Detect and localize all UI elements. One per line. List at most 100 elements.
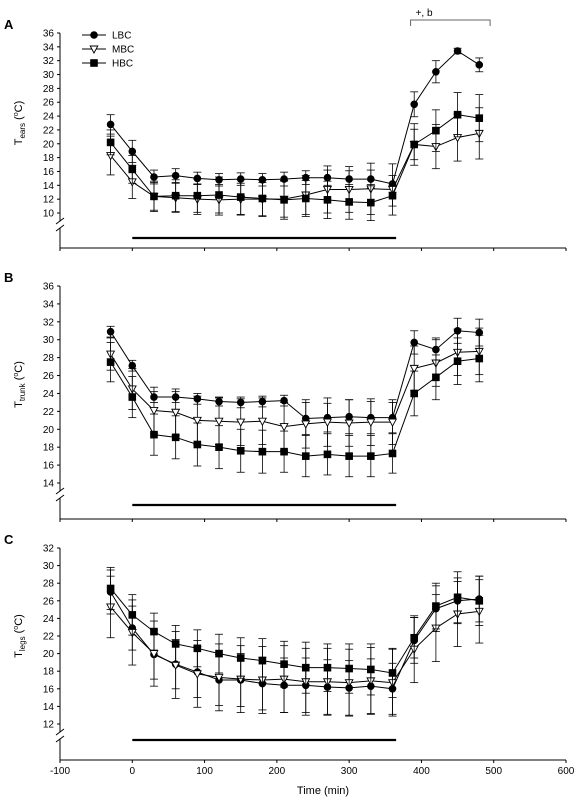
axis-break-mark	[55, 735, 65, 743]
y-tick-label: 14	[43, 479, 55, 490]
data-point	[432, 126, 440, 135]
data-point	[323, 196, 332, 204]
y-tick-label: 14	[43, 702, 55, 713]
data-point	[236, 418, 246, 428]
data-point	[258, 656, 267, 665]
data-point	[432, 373, 440, 382]
y-tick-label: 32	[43, 544, 55, 555]
data-point	[323, 450, 332, 459]
data-point	[301, 663, 310, 672]
data-point	[150, 430, 158, 439]
data-point	[106, 584, 115, 593]
data-point	[475, 61, 484, 69]
y-tick-label: 28	[43, 579, 55, 590]
data-point	[301, 194, 310, 203]
y-tick-label: 30	[43, 70, 55, 81]
data-point	[410, 633, 418, 642]
data-point	[128, 393, 137, 401]
data-point	[215, 191, 223, 199]
data-point	[387, 418, 398, 428]
x-tick-label: 400	[413, 766, 430, 777]
y-tick-label: 26	[43, 371, 55, 382]
y-tick-label: 20	[43, 139, 55, 150]
y-tick-label: 28	[43, 84, 55, 95]
series-line	[110, 358, 480, 457]
legend-label: LBC	[112, 31, 131, 42]
data-point	[171, 640, 180, 648]
data-point	[171, 433, 180, 442]
data-point	[388, 191, 397, 200]
y-tick-label: 18	[43, 443, 55, 454]
data-point	[475, 114, 484, 122]
axis-break-mark	[55, 494, 65, 502]
data-point	[475, 597, 484, 605]
x-axis-label: Time (min)	[297, 785, 349, 797]
axis-break-mark	[55, 224, 65, 232]
y-tick-label: 12	[43, 195, 55, 206]
y-tick-label: 16	[43, 167, 55, 178]
data-point	[257, 417, 267, 427]
series-mbc	[106, 575, 484, 717]
panel-c: C 12 14 16 18 20 22 24 26 28 30 32 Tlegs (oC) -100 0 10…	[4, 532, 575, 797]
data-point	[280, 660, 288, 668]
series-line	[110, 50, 480, 185]
data-point	[128, 165, 137, 174]
data-point	[453, 110, 462, 119]
y-tick-label: 24	[43, 614, 55, 625]
data-point	[171, 171, 180, 180]
data-point	[171, 408, 181, 418]
y-tick-label: 10	[43, 209, 55, 220]
series-line	[110, 591, 480, 690]
data-point	[171, 191, 180, 200]
panel-label: A	[4, 17, 14, 32]
data-point	[258, 194, 267, 203]
y-tick-label: 26	[43, 596, 55, 607]
significance-annotation: +, b	[416, 8, 433, 19]
series-line	[110, 330, 480, 420]
y-tick-label: 14	[43, 181, 55, 192]
series-hbc	[106, 334, 484, 478]
data-point	[214, 417, 224, 427]
y-tick-label: 28	[43, 353, 55, 364]
x-tick-label: 600	[558, 766, 575, 777]
series-hbc	[106, 566, 484, 698]
data-point	[280, 447, 288, 456]
series-lbc	[106, 47, 484, 193]
data-point	[258, 447, 267, 456]
axis-break-mark	[55, 728, 65, 736]
series-lbc	[106, 317, 484, 436]
data-point	[149, 407, 159, 416]
legend: LBC MBC HBC	[82, 31, 134, 70]
panel-b: B 14 16 18 20 22 24 26 28 30 32 34 36 Ttrunk (oC)	[4, 270, 567, 522]
data-point	[301, 420, 311, 429]
panel-label: C	[4, 532, 14, 547]
y-tick-label: 16	[43, 461, 55, 472]
y-axis-label: Tears (oC)	[13, 101, 27, 146]
y-tick-label: 30	[43, 561, 55, 572]
data-point	[367, 665, 375, 674]
data-point	[280, 196, 288, 204]
data-point	[323, 663, 332, 672]
legend-label: MBC	[112, 45, 134, 56]
data-point	[193, 440, 202, 449]
data-point	[388, 669, 397, 677]
x-tick-label: 0	[130, 766, 136, 777]
data-point	[410, 389, 418, 398]
data-point	[149, 650, 159, 659]
data-point	[192, 416, 202, 426]
axis-break-mark	[55, 217, 65, 225]
data-point	[193, 644, 202, 653]
legend-marker	[90, 31, 98, 39]
data-point	[453, 357, 462, 366]
y-tick-label: 22	[43, 125, 55, 136]
series-mbc	[106, 107, 484, 218]
data-point	[192, 670, 202, 679]
data-point	[410, 100, 419, 109]
data-point	[344, 419, 354, 428]
data-point	[301, 452, 310, 460]
data-point	[193, 191, 202, 200]
y-tick-label: 24	[43, 389, 55, 400]
data-point	[410, 338, 419, 347]
data-point	[106, 120, 115, 129]
data-point	[106, 327, 115, 336]
